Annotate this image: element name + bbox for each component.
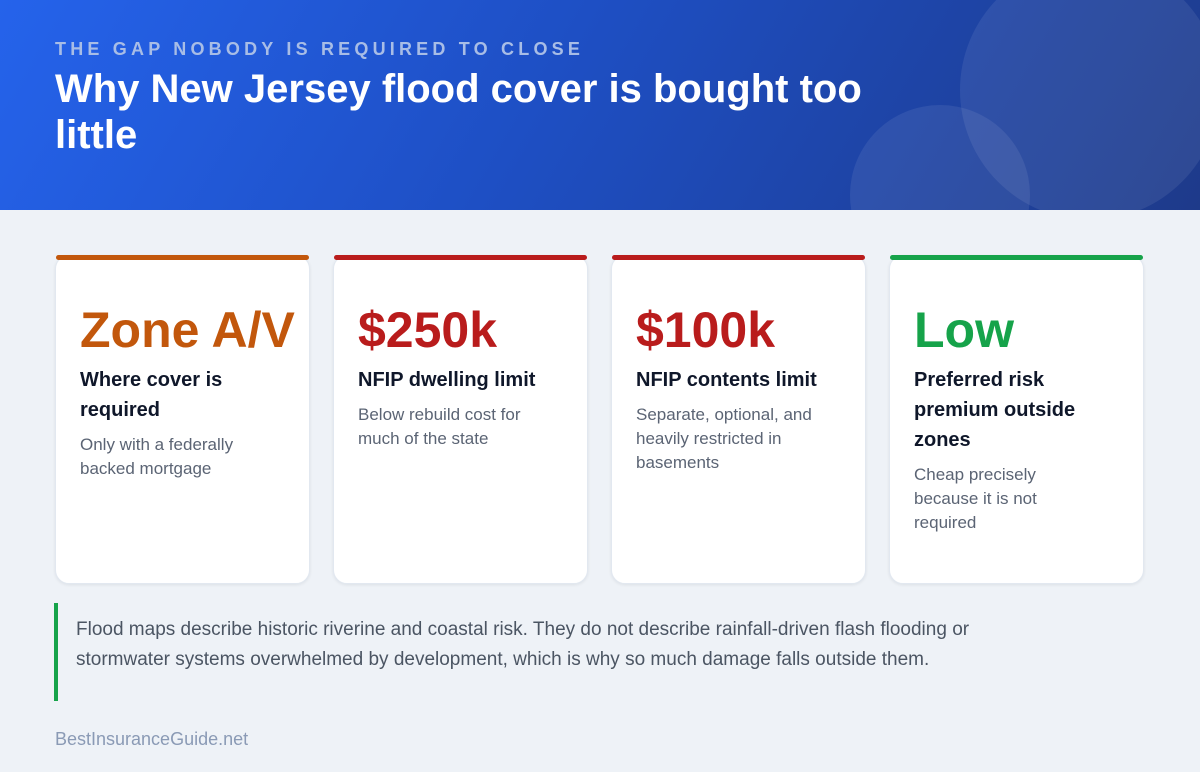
card-accent (56, 255, 309, 260)
card-value: Low (914, 302, 1014, 358)
card-value: Zone A/V (80, 302, 295, 358)
card-label: Preferred risk premium outside zones (914, 369, 1076, 451)
stat-card: Low Preferred risk premium outside zones C… (889, 255, 1144, 584)
card-value: $100k (636, 302, 776, 358)
card-label: Where cover is required (80, 369, 223, 421)
card-description: Only with a federally backed mortgage (80, 435, 234, 478)
stat-card: $250k NFIP dwelling limit Below rebuild co… (333, 255, 588, 584)
card-text: Where cover is required Only with a feder… (80, 365, 270, 481)
eyebrow: THE GAP NOBODY IS REQUIRED TO CLOSE (55, 39, 585, 59)
card-text: Preferred risk premium outside zones Chea… (914, 365, 1104, 535)
card-text: NFIP dwelling limit Below rebuild cost fo… (358, 365, 548, 451)
card-value: $250k (358, 302, 498, 358)
card-description: Cheap precisely because it is not requir… (914, 465, 1037, 532)
card-label: NFIP dwelling limit (358, 369, 536, 391)
card-accent (890, 255, 1143, 260)
card-description: Below rebuild cost for much of the state (358, 405, 521, 448)
card-accent (334, 255, 587, 260)
stat-card: $100k NFIP contents limit Separate, option… (611, 255, 866, 584)
note: Flood maps describe historic riverine an… (54, 603, 984, 701)
card-text: NFIP contents limit Separate, optional, a… (636, 365, 826, 475)
title: Why New Jersey flood cover is bought too… (55, 67, 862, 157)
card-label: NFIP contents limit (636, 369, 817, 391)
card-accent (612, 255, 865, 260)
header: THE GAP NOBODY IS REQUIRED TO CLOSE Why … (0, 0, 1200, 210)
decor-circle (960, 0, 1200, 210)
footer: BestInsuranceGuide.net (55, 729, 249, 749)
stat-card: Zone A/V Where cover is required Only with… (55, 255, 310, 584)
card-description: Separate, optional, and heavily restrict… (636, 405, 812, 472)
